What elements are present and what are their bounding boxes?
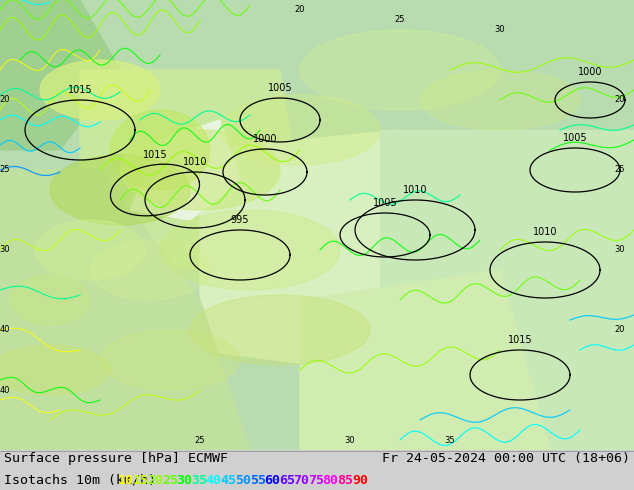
Polygon shape: [80, 70, 300, 270]
Text: 90: 90: [352, 473, 368, 487]
Text: Surface pressure [hPa] ECMWF: Surface pressure [hPa] ECMWF: [4, 452, 228, 466]
Text: Isotachs 10m (km/h): Isotachs 10m (km/h): [4, 473, 156, 487]
Text: 1005: 1005: [268, 83, 292, 93]
Ellipse shape: [40, 60, 160, 120]
Text: 40: 40: [206, 473, 222, 487]
Text: 25: 25: [395, 16, 405, 24]
Text: 20: 20: [295, 5, 305, 15]
Polygon shape: [200, 130, 450, 370]
Text: 40: 40: [0, 386, 10, 394]
Text: 1000: 1000: [578, 67, 602, 77]
Text: 50: 50: [235, 473, 251, 487]
Ellipse shape: [160, 210, 340, 290]
Polygon shape: [300, 270, 550, 450]
Text: 20: 20: [615, 96, 625, 104]
Text: 25: 25: [162, 473, 178, 487]
Text: 30: 30: [0, 245, 10, 254]
Text: 35: 35: [191, 473, 207, 487]
Text: Fr 24-05-2024 00:00 UTC (18+06): Fr 24-05-2024 00:00 UTC (18+06): [382, 452, 630, 466]
Text: 20: 20: [615, 325, 625, 335]
Text: 1010: 1010: [533, 227, 557, 237]
Text: 10: 10: [118, 473, 134, 487]
Text: 55: 55: [250, 473, 266, 487]
Text: 1010: 1010: [183, 157, 207, 167]
Polygon shape: [0, 170, 250, 450]
Ellipse shape: [300, 30, 500, 110]
Text: 1015: 1015: [143, 150, 167, 160]
Text: 70: 70: [294, 473, 309, 487]
Ellipse shape: [50, 155, 190, 225]
Text: 1005: 1005: [373, 198, 398, 208]
Text: 30: 30: [177, 473, 193, 487]
Text: 25: 25: [195, 436, 205, 444]
Ellipse shape: [100, 330, 240, 390]
Text: 35: 35: [444, 436, 455, 444]
Text: 60: 60: [264, 473, 280, 487]
Text: 20: 20: [147, 473, 164, 487]
Polygon shape: [380, 130, 634, 450]
Text: 15: 15: [133, 473, 149, 487]
Text: 1005: 1005: [563, 133, 587, 143]
Text: 25: 25: [0, 166, 10, 174]
Text: 1015: 1015: [508, 335, 533, 345]
Text: 995: 995: [231, 215, 249, 225]
Ellipse shape: [0, 345, 110, 395]
Ellipse shape: [190, 295, 370, 365]
Ellipse shape: [120, 130, 280, 210]
Ellipse shape: [90, 240, 210, 300]
Text: 30: 30: [345, 436, 355, 444]
Text: 1010: 1010: [403, 185, 427, 195]
Text: 65: 65: [279, 473, 295, 487]
Text: 85: 85: [337, 473, 353, 487]
Text: 80: 80: [323, 473, 339, 487]
Ellipse shape: [110, 110, 210, 190]
Polygon shape: [0, 0, 120, 150]
Ellipse shape: [220, 95, 380, 165]
Text: 30: 30: [495, 25, 505, 34]
Text: 40: 40: [0, 325, 10, 335]
Text: 1015: 1015: [68, 85, 93, 95]
Text: 25: 25: [615, 166, 625, 174]
Ellipse shape: [35, 220, 145, 280]
Text: 1000: 1000: [253, 134, 277, 144]
Text: 30: 30: [615, 245, 625, 254]
Text: 20: 20: [0, 96, 10, 104]
Text: 45: 45: [221, 473, 236, 487]
Ellipse shape: [420, 70, 580, 130]
Ellipse shape: [10, 275, 90, 325]
Text: 75: 75: [308, 473, 324, 487]
Polygon shape: [130, 120, 240, 220]
